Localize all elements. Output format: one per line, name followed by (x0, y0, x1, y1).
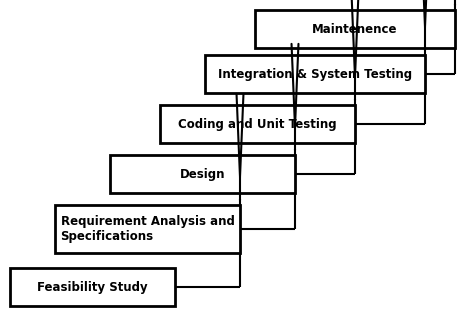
Bar (55, 205, 240, 253)
Bar (205, 55, 425, 93)
Text: Coding and Unit Testing: Coding and Unit Testing (178, 118, 337, 130)
Text: Requirement Analysis and
Specifications: Requirement Analysis and Specifications (61, 215, 235, 243)
Text: Integration & System Testing: Integration & System Testing (218, 68, 412, 80)
Bar (160, 105, 355, 143)
Bar (10, 268, 175, 306)
Bar (110, 155, 295, 193)
Text: Feasibility Study: Feasibility Study (37, 280, 148, 293)
Text: Design: Design (180, 167, 225, 181)
Bar (255, 10, 455, 48)
Text: Maintenence: Maintenence (312, 23, 398, 35)
